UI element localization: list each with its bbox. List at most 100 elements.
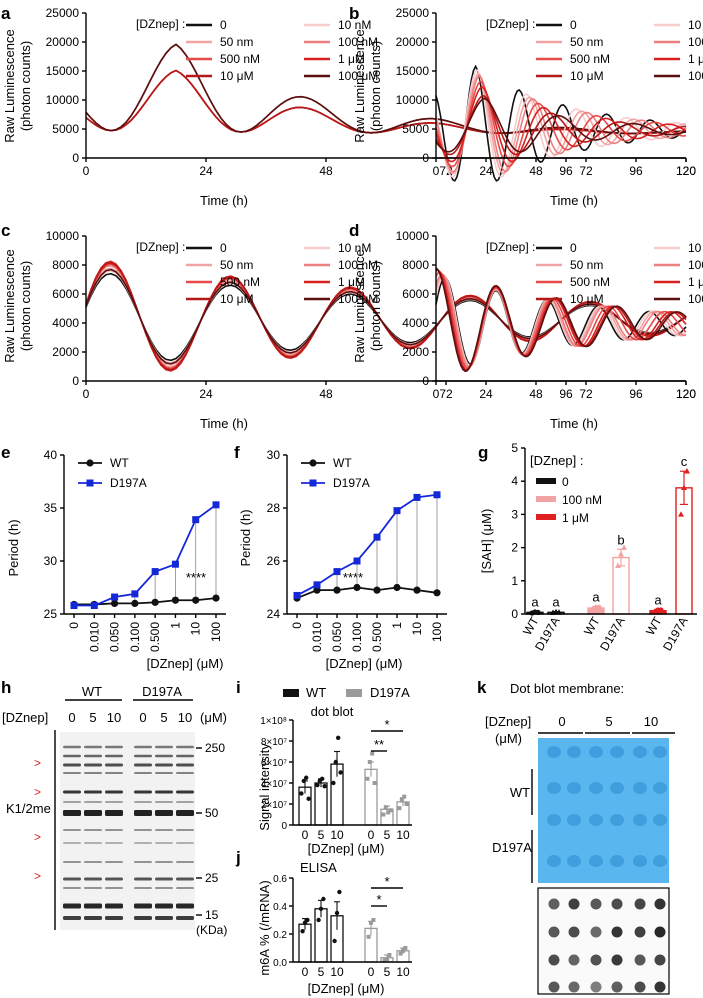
blot-dot xyxy=(548,981,560,993)
point-D197A xyxy=(293,591,301,599)
band xyxy=(155,801,173,803)
y-axis-label-line1: Raw Luminescence xyxy=(352,249,367,362)
marker-label: 25 xyxy=(205,871,219,885)
series-line-c100u xyxy=(435,97,687,153)
data-point xyxy=(366,934,371,939)
y-axis-label: Period (h) xyxy=(6,519,21,576)
data-point xyxy=(306,796,311,801)
band xyxy=(84,801,102,803)
lane-label: 10 xyxy=(107,710,121,725)
stained-dot xyxy=(633,814,647,826)
x-tick-label: 1 xyxy=(168,622,182,629)
x-tick-label: 10 xyxy=(396,828,410,842)
luminescence-curves xyxy=(85,260,687,372)
band xyxy=(105,829,123,831)
data-point xyxy=(387,953,392,957)
stained-dot xyxy=(567,855,581,867)
panel-c: c Raw Luminescence (photon counts) Time … xyxy=(1,221,696,431)
band xyxy=(105,772,123,774)
lane-label: 5 xyxy=(160,710,167,725)
data-point xyxy=(372,781,377,785)
panel-label-f: f xyxy=(234,443,240,462)
legend-label-c10u: 10 μM xyxy=(570,69,604,83)
legend-label-c0: 0 xyxy=(220,241,227,255)
western-blot-image xyxy=(60,732,195,930)
legend-label-c100n: 100 nM xyxy=(338,35,378,49)
band xyxy=(134,790,152,794)
axes: 0 24 48 72 96 120 0 2000 4000 6000 8000 10000 xyxy=(46,229,697,401)
x-axis-label: Time (h) xyxy=(550,416,598,431)
x-tick-label: 0.050 xyxy=(108,622,122,652)
band-arrow: > xyxy=(34,869,41,883)
x-tick-label: 120 xyxy=(676,164,696,178)
blot-dot xyxy=(654,926,666,938)
x-tick-label: 0.010 xyxy=(310,622,324,652)
legend-label-c500n: 500 nM xyxy=(220,275,260,289)
series-line-c10u xyxy=(435,94,687,156)
band xyxy=(105,810,123,816)
panel-d: d Raw Luminescence (photon counts) Time … xyxy=(349,221,703,431)
band xyxy=(105,801,123,803)
blot-dot xyxy=(611,898,623,910)
blot-dot xyxy=(548,898,560,910)
legend-label-c10u: 10 μM xyxy=(570,292,604,306)
data-point xyxy=(369,920,373,925)
panel-label-i: i xyxy=(236,678,241,697)
stained-dot xyxy=(653,855,667,867)
x-tick-label: WT xyxy=(643,614,665,638)
x-tick-label: 0.010 xyxy=(87,622,101,652)
band xyxy=(63,842,81,844)
y-tick-label: 25000 xyxy=(46,6,80,20)
point-D197A xyxy=(151,568,159,576)
x-tick-label: 96 xyxy=(629,164,643,178)
x-tick-label: 0.050 xyxy=(330,622,344,652)
point-D197A xyxy=(171,560,179,568)
y-tick-label: 0 xyxy=(281,821,287,832)
point-D197A xyxy=(131,590,139,598)
y-tick-label: 4 xyxy=(511,474,518,488)
dznep-row-label: [DZnep] xyxy=(2,710,48,725)
data-point xyxy=(618,551,624,557)
x-tick-label: 0.100 xyxy=(350,622,364,652)
band xyxy=(176,861,194,863)
point-WT xyxy=(313,586,321,594)
blot-dot xyxy=(634,954,646,966)
legend: [DZnep] : 0 50 nm 500 nM 10 μM 10 nM 100 nM 1 μ… xyxy=(486,240,703,306)
band xyxy=(63,772,81,774)
y-tick-label: 0.2 xyxy=(273,930,287,941)
significance-stars: * xyxy=(376,892,381,907)
band xyxy=(176,829,194,831)
x-tick-label: 72 xyxy=(439,387,453,401)
y-axis-label-line1: Raw Luminescence xyxy=(2,249,17,362)
luminescence-curves xyxy=(435,267,687,373)
legend-label-c100n: 100 nM xyxy=(688,35,703,49)
legend-label-wt: WT xyxy=(333,456,352,470)
panel-h: h WT D197A [DZnep] (μM) K1/2me 0 5 10 0 5 10 … xyxy=(1,678,227,937)
band xyxy=(155,903,173,909)
membrane-film xyxy=(537,887,670,995)
data-point xyxy=(404,802,409,806)
legend-label-c10n: 10 nM xyxy=(338,241,371,255)
panel-label-g: g xyxy=(478,443,488,462)
x-tick-label: 0.500 xyxy=(370,622,384,652)
band xyxy=(155,763,173,767)
data-point xyxy=(615,562,621,569)
x-tick-label: 0 xyxy=(83,164,90,178)
data-point xyxy=(336,735,341,741)
x-tick-label: 0 xyxy=(67,622,81,629)
data-point xyxy=(397,806,402,811)
luminescence-curves xyxy=(435,64,687,182)
bar xyxy=(298,923,312,963)
series-line-c100u xyxy=(85,268,687,365)
data-point xyxy=(315,782,320,788)
x-tick-label: 96 xyxy=(559,164,573,178)
x-tick-label: 96 xyxy=(629,387,643,401)
dose-label: 0 xyxy=(558,714,565,729)
band xyxy=(84,916,102,920)
luminescence-curves xyxy=(85,43,686,135)
data-point xyxy=(338,770,343,775)
legend-marker-d197a xyxy=(86,479,94,487)
y-tick-label: 25 xyxy=(44,607,58,621)
